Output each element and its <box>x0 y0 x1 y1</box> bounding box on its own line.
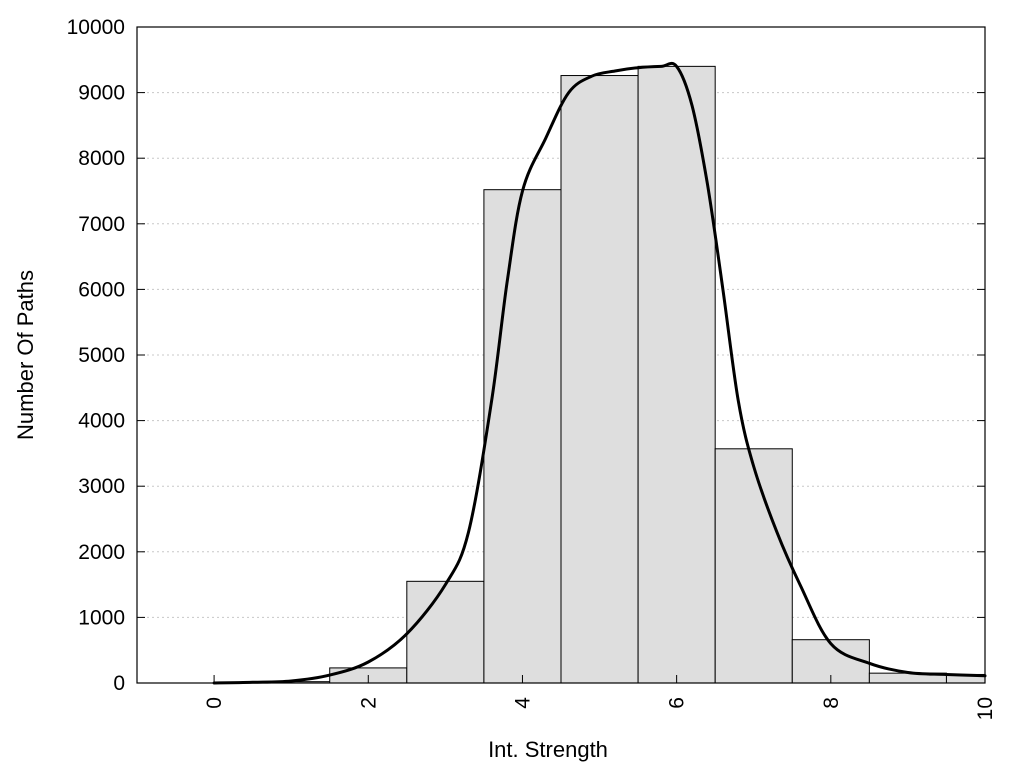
x-tick-label-0: 0 <box>203 697 226 709</box>
y-axis-title: Number Of Paths <box>13 270 38 440</box>
bar-5 <box>560 75 639 684</box>
bar-6 <box>637 65 716 684</box>
bars <box>252 65 986 684</box>
y-tick-label-9: 9000 <box>78 82 125 105</box>
x-axis-title: Int. Strength <box>488 737 608 762</box>
y-tick-label-1: 1000 <box>78 606 125 629</box>
y-tick-label-7: 7000 <box>78 213 125 236</box>
y-tick-label-5: 5000 <box>78 344 125 367</box>
y-tick-label-4: 4000 <box>78 410 125 433</box>
y-tick-label-2: 2000 <box>78 541 125 564</box>
tick-labels: 0100020003000400050006000700080009000100… <box>67 16 997 720</box>
y-tick-label-3: 3000 <box>78 475 125 498</box>
bar-3 <box>406 580 485 684</box>
y-tick-label-6: 6000 <box>78 278 125 301</box>
axis-ticks <box>137 26 986 684</box>
x-tick-label-3: 6 <box>666 697 689 709</box>
bar-4 <box>483 189 562 684</box>
y-tick-label-10: 10000 <box>67 16 125 39</box>
x-tick-label-4: 8 <box>820 697 843 709</box>
x-tick-label-1: 2 <box>357 697 380 709</box>
bar-7 <box>714 448 793 684</box>
fit-curve-line <box>212 61 987 685</box>
fit-curve <box>212 61 987 685</box>
y-tick-label-0: 0 <box>113 672 125 695</box>
grid-lines <box>137 92 985 618</box>
x-tick-label-5: 10 <box>974 697 997 720</box>
y-tick-label-8: 8000 <box>78 147 125 170</box>
x-tick-label-2: 4 <box>511 697 534 709</box>
